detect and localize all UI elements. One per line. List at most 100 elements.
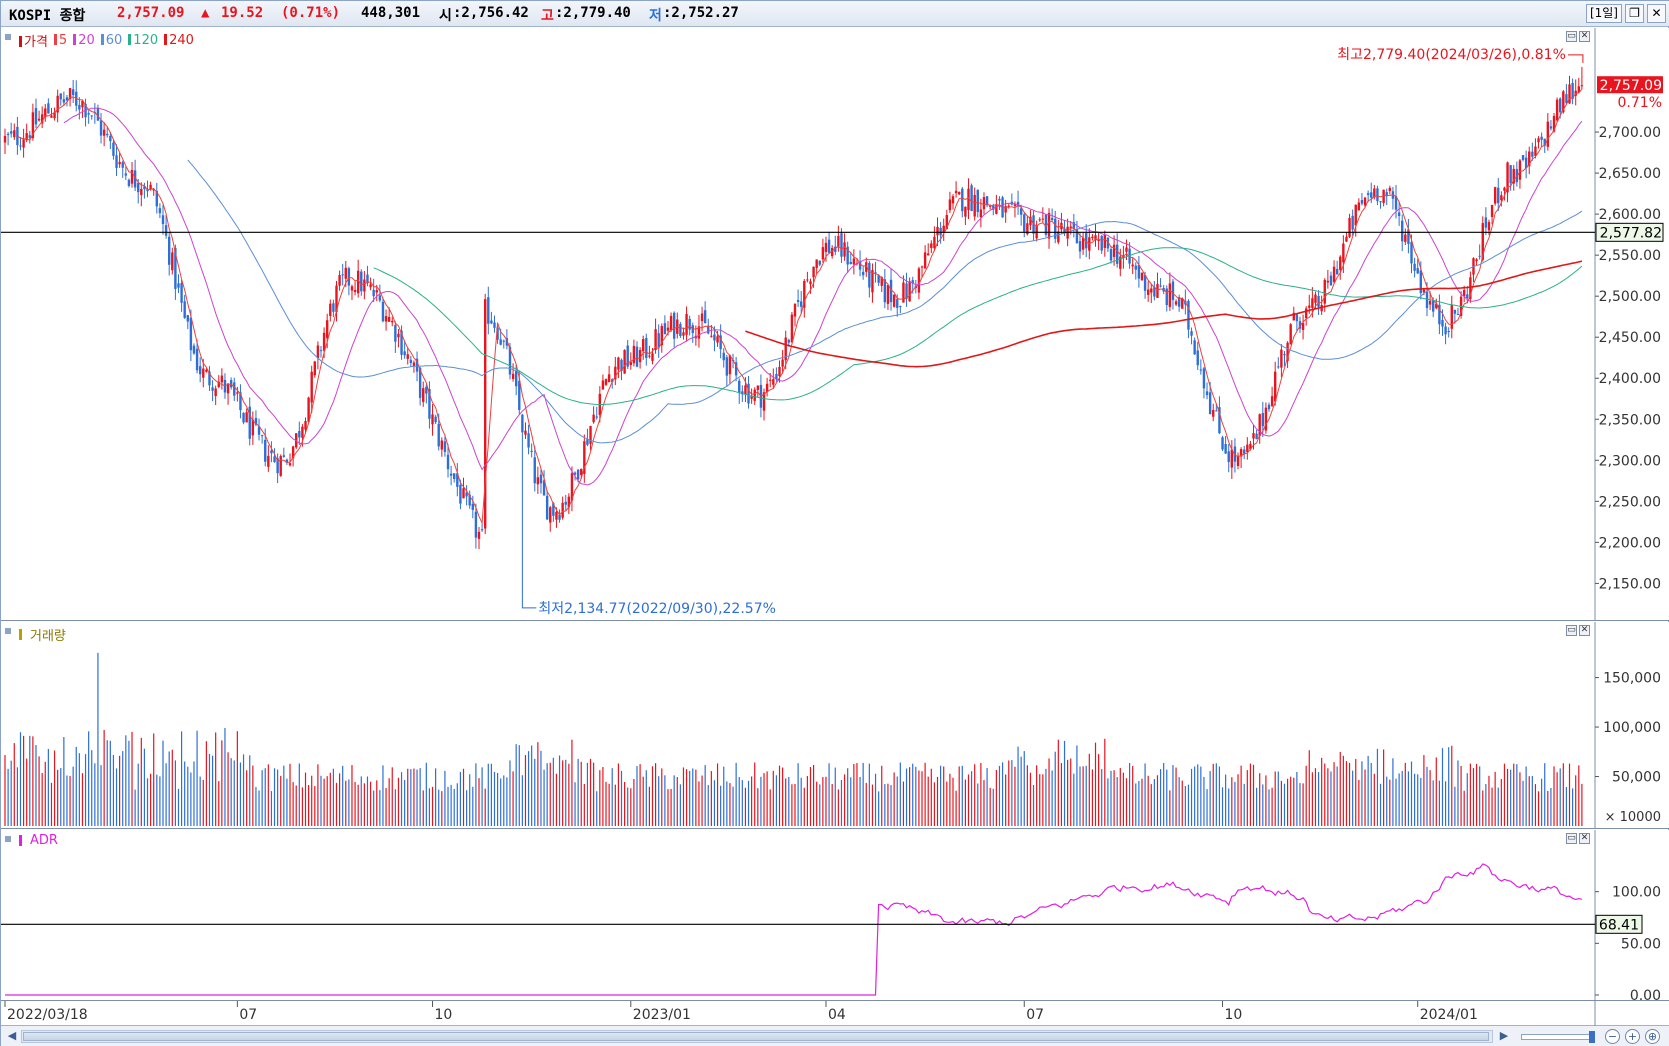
panel-handle-icon[interactable] xyxy=(5,836,11,842)
candle-body xyxy=(1493,187,1497,204)
candle-body xyxy=(276,458,279,474)
legend-ma5[interactable]: 5 xyxy=(53,33,67,48)
x-tick-label: 07 xyxy=(239,1007,257,1023)
legend-ma120[interactable]: 120 xyxy=(128,33,158,48)
y-tick-label: 2,300.00 xyxy=(1599,453,1661,469)
candle-body xyxy=(1063,228,1066,234)
candle-body xyxy=(335,285,338,312)
scroll-left-icon[interactable]: ◀ xyxy=(7,1029,17,1042)
price-change: 19.52 xyxy=(221,5,264,21)
window-restore-icon[interactable]: ❐ xyxy=(1625,4,1644,23)
candle-body xyxy=(440,440,444,450)
candle-body xyxy=(1140,272,1144,281)
candle-body xyxy=(886,285,890,304)
candle-body xyxy=(951,196,955,204)
candle-body xyxy=(508,346,512,375)
candle-body xyxy=(1277,366,1280,368)
zoom-in-icon[interactable]: + xyxy=(1625,1029,1640,1044)
legend-ma240[interactable]: 240 xyxy=(164,33,194,48)
adr-legend[interactable]: ADR xyxy=(19,833,58,848)
zoom-knob[interactable] xyxy=(1589,1031,1595,1043)
volume-legend[interactable]: 거래량 xyxy=(19,625,66,644)
candle-body xyxy=(685,314,688,335)
candle-body xyxy=(1332,266,1336,283)
candle-body xyxy=(1515,169,1519,183)
minimize-icon[interactable]: ▭ xyxy=(1566,833,1577,844)
candle-body xyxy=(344,267,347,279)
candle-body xyxy=(1156,283,1159,298)
candle-body xyxy=(394,325,397,342)
y-tick-label: 2,600.00 xyxy=(1599,207,1661,223)
candle-body xyxy=(3,135,7,143)
candle-body xyxy=(542,480,546,496)
candle-body xyxy=(71,89,75,96)
scroll-right-icon[interactable]: ▶ xyxy=(1499,1029,1509,1042)
candle-body xyxy=(192,345,196,354)
candle-body xyxy=(189,317,193,351)
scroll-thumb[interactable] xyxy=(23,1032,1489,1041)
candle-body xyxy=(1202,368,1206,389)
candle-body xyxy=(744,385,747,395)
zoom-slider[interactable] xyxy=(1521,1031,1595,1043)
low-arrow-icon xyxy=(521,595,537,609)
candle-body xyxy=(756,385,760,391)
candle-body xyxy=(453,473,456,479)
candle-body xyxy=(1363,197,1367,206)
candle-body xyxy=(1354,204,1357,226)
close-icon[interactable]: ✕ xyxy=(1579,833,1590,844)
scroll-track[interactable] xyxy=(21,1030,1493,1043)
zoom-reset-icon[interactable]: ⊕ xyxy=(1645,1029,1660,1044)
candle-body xyxy=(1394,196,1398,210)
price-chart[interactable]: 2,700.00 2,650.00 2,600.00 2,550.00 2,500.00… xyxy=(1,28,1669,621)
adr-chart[interactable]: 100.00 50.00 0.00 68.41 xyxy=(1,830,1669,1001)
candle-body xyxy=(127,179,131,187)
candle-body xyxy=(1534,146,1537,156)
candle-body xyxy=(871,269,874,293)
adr-panel-buttons: ▭ ✕ xyxy=(1566,833,1590,844)
candle-body xyxy=(313,361,317,376)
current-pct-tag-box xyxy=(1625,94,1669,111)
chart-scrollbar[interactable]: ◀ ▶ − + ⊕ xyxy=(1,1026,1669,1046)
candle-body xyxy=(177,283,180,288)
close-icon[interactable]: ✕ xyxy=(1579,31,1590,42)
minimize-icon[interactable]: ▭ xyxy=(1566,31,1577,42)
candle-body xyxy=(998,199,1001,201)
candle-body xyxy=(908,281,911,302)
candle-body xyxy=(242,412,245,423)
candle-body xyxy=(1196,350,1199,366)
candle-body xyxy=(939,227,942,236)
candle-body xyxy=(1078,241,1082,252)
x-tick-label: 2023/01 xyxy=(633,1007,691,1023)
candle-body xyxy=(106,133,109,136)
candle-body xyxy=(282,455,286,457)
minimize-icon[interactable]: ▭ xyxy=(1566,625,1577,636)
close-icon[interactable]: ✕ xyxy=(1647,4,1666,23)
candle-body xyxy=(787,339,791,343)
candle-body xyxy=(1131,264,1134,267)
candle-body xyxy=(861,271,865,276)
candle-body xyxy=(923,252,927,269)
candle-body xyxy=(815,259,818,268)
candle-body xyxy=(982,197,986,210)
legend-price[interactable]: 가격 xyxy=(19,31,48,50)
candle-body xyxy=(1382,189,1385,203)
candle-body xyxy=(81,100,84,108)
close-icon[interactable]: ✕ xyxy=(1579,625,1590,636)
candle-body xyxy=(493,322,496,328)
price-panel-buttons: ▭ ✕ xyxy=(1566,31,1590,42)
candle-body xyxy=(1388,187,1392,192)
period-button[interactable]: [1일] xyxy=(1585,4,1622,23)
high-label: 고 xyxy=(541,8,554,24)
x-tick-label: 07 xyxy=(1026,1007,1044,1023)
volume-chart[interactable]: 150,000 100,000 50,000 × 10000 xyxy=(1,622,1669,829)
zoom-out-icon[interactable]: − xyxy=(1605,1029,1620,1044)
candle-body xyxy=(1218,407,1221,434)
candle-body xyxy=(499,339,502,345)
candle-body xyxy=(1401,220,1404,242)
panel-handle-icon[interactable] xyxy=(5,34,11,40)
panel-handle-icon[interactable] xyxy=(5,628,11,634)
legend-ma20[interactable]: 20 xyxy=(73,33,95,48)
candle-body xyxy=(1311,298,1314,308)
legend-ma60[interactable]: 60 xyxy=(100,33,122,48)
candle-body xyxy=(1435,303,1438,309)
